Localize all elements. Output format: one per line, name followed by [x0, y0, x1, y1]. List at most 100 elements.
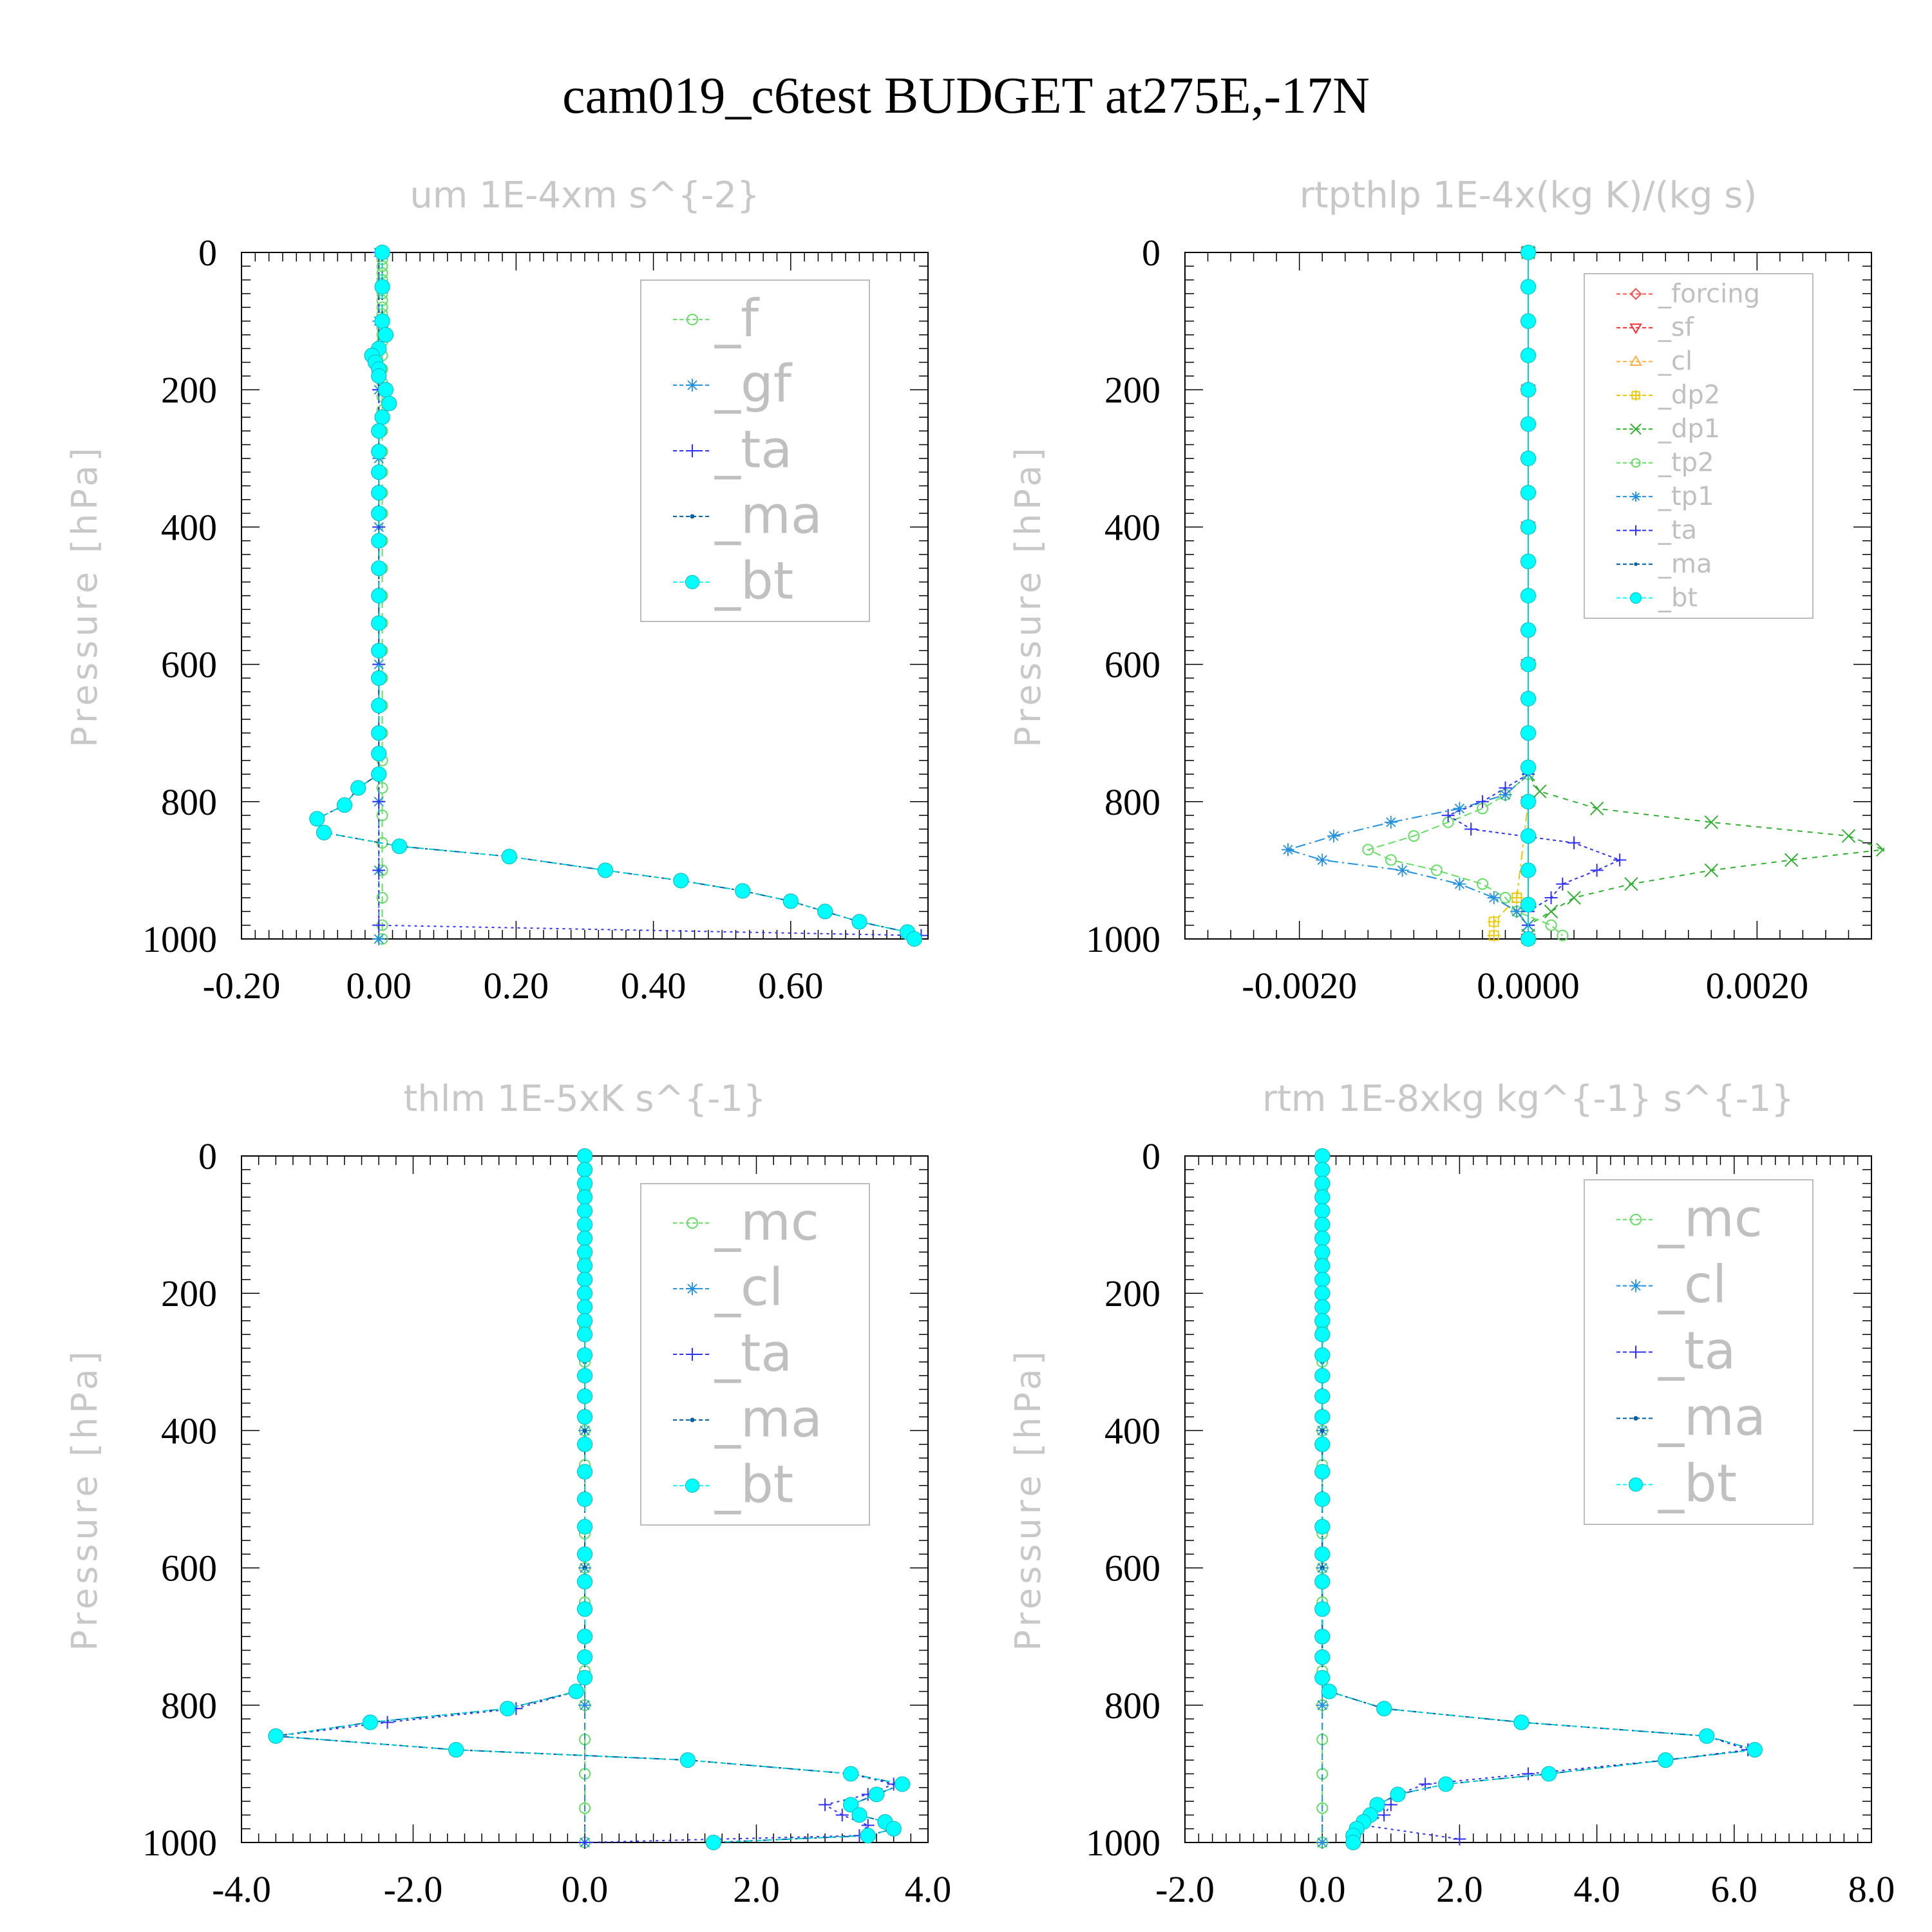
series-point — [576, 1519, 593, 1535]
panel-title: rtpthlp 1E-4x(kg K)/(kg s) — [1300, 175, 1757, 216]
x-tick-label: 2.0 — [1436, 1868, 1483, 1910]
series-point — [1475, 795, 1489, 808]
series-point — [894, 1776, 911, 1792]
series-point — [1544, 904, 1558, 919]
series-point — [1520, 519, 1537, 535]
series-point — [1314, 1162, 1331, 1178]
series-point — [371, 615, 387, 631]
series-line — [1528, 252, 1884, 936]
legend-marker-point — [1631, 491, 1641, 502]
legend-label: _gf — [714, 354, 793, 414]
series-point — [268, 1728, 284, 1744]
y-tick-label: 400 — [1104, 506, 1160, 548]
series-point — [372, 918, 386, 932]
x-tick-label: 8.0 — [1848, 1868, 1895, 1910]
series-point — [1520, 862, 1537, 878]
series-point — [576, 1162, 593, 1178]
legend-label: _ta — [714, 1323, 792, 1383]
x-tick-label: -2.0 — [1155, 1868, 1215, 1910]
series-point — [1520, 553, 1537, 569]
plot-area — [1314, 1148, 1763, 1851]
legend-label: _bt — [714, 1454, 793, 1514]
legend-marker-point — [1630, 1213, 1642, 1226]
plot-area — [268, 1148, 911, 1851]
series-point — [1314, 1258, 1331, 1274]
legend-marker-point — [1629, 355, 1642, 366]
series-point — [1487, 915, 1501, 929]
y-tick-label: 800 — [1104, 1685, 1160, 1727]
series-point — [1589, 801, 1604, 816]
series-point — [371, 368, 387, 384]
series-point — [576, 1491, 593, 1508]
series-point — [1520, 759, 1537, 775]
y-tick-label: 400 — [161, 506, 217, 548]
series-point — [1316, 853, 1329, 867]
series-point — [1314, 1312, 1331, 1329]
series-point — [1314, 1546, 1331, 1562]
series-point — [576, 1670, 593, 1686]
series-point — [372, 864, 386, 877]
panel-title: thlm 1E-5xK s^{-1} — [403, 1078, 766, 1120]
series-point — [448, 1742, 464, 1758]
series-point — [1362, 844, 1374, 856]
legend-marker-point — [685, 1478, 699, 1493]
series-point — [1396, 864, 1409, 877]
series-point — [843, 1797, 859, 1813]
series-point — [381, 395, 397, 412]
legend-marker-point — [686, 1282, 699, 1296]
series-point — [1841, 829, 1856, 843]
panel-title: rtm 1E-8xkg kg^{-1} s^{-1} — [1262, 1078, 1794, 1120]
x-tick-label: 0.40 — [621, 965, 687, 1007]
legend-label: _tp1 — [1658, 482, 1714, 511]
series-point — [1314, 1299, 1331, 1315]
series-point — [336, 797, 352, 813]
legend: _forcing _sf_cl _dp2 _dp1 _tp2 _tp1 _ta _ma _bt — [1584, 273, 1814, 619]
series-point — [1314, 1436, 1331, 1452]
series-point — [1522, 1767, 1535, 1781]
legend-marker-point — [690, 1417, 695, 1423]
series-point — [1699, 1728, 1715, 1744]
y-tick-label: 800 — [1104, 781, 1160, 823]
series-point — [906, 931, 922, 947]
series-point — [1545, 919, 1557, 931]
series-point — [1385, 854, 1397, 866]
series — [268, 1148, 911, 1851]
series-point — [1314, 1175, 1331, 1191]
series-point — [582, 1566, 587, 1571]
plot-area — [1281, 244, 1884, 947]
y-axis-label: Pressure [hPa] — [1008, 444, 1048, 747]
series-point — [316, 824, 332, 840]
y-tick-label: 600 — [1104, 1548, 1160, 1589]
series-point — [576, 1148, 593, 1164]
series-point — [1487, 929, 1501, 942]
series-point — [371, 697, 387, 714]
series-point — [1784, 853, 1799, 867]
legend: _mc_cl_ta_ma_bt — [1584, 1179, 1814, 1525]
series-point — [1314, 1327, 1331, 1343]
x-tick-label: 0.0000 — [1477, 965, 1580, 1007]
series-point — [578, 1836, 591, 1849]
series-point — [1314, 1217, 1331, 1233]
legend-marker-point — [1629, 1477, 1643, 1492]
series-point — [817, 904, 833, 920]
series-point — [568, 1683, 584, 1700]
series-point — [1314, 1573, 1331, 1589]
y-tick-label: 400 — [1104, 1410, 1160, 1452]
series-point — [1557, 929, 1569, 942]
series-point — [1520, 382, 1537, 398]
legend-marker-point — [1631, 458, 1641, 468]
figure-title: cam019_c6test BUDGET at275E,-17N — [562, 68, 1370, 124]
legend-label: _bt — [1658, 583, 1698, 612]
series-point — [1320, 1566, 1325, 1571]
series-point — [371, 485, 387, 501]
legend-marker-point — [1633, 1416, 1638, 1421]
x-tick-label: 0.0 — [562, 1868, 609, 1910]
legend-marker-point — [1629, 1345, 1642, 1359]
legend-box — [640, 1183, 870, 1526]
y-tick-label: 1000 — [1086, 1822, 1160, 1864]
series-point — [576, 1217, 593, 1233]
legend-marker-point — [686, 444, 699, 457]
legend: _mc_cl_ta_ma_bt — [640, 1183, 870, 1526]
series-point — [1520, 622, 1537, 638]
series-point — [372, 795, 386, 808]
